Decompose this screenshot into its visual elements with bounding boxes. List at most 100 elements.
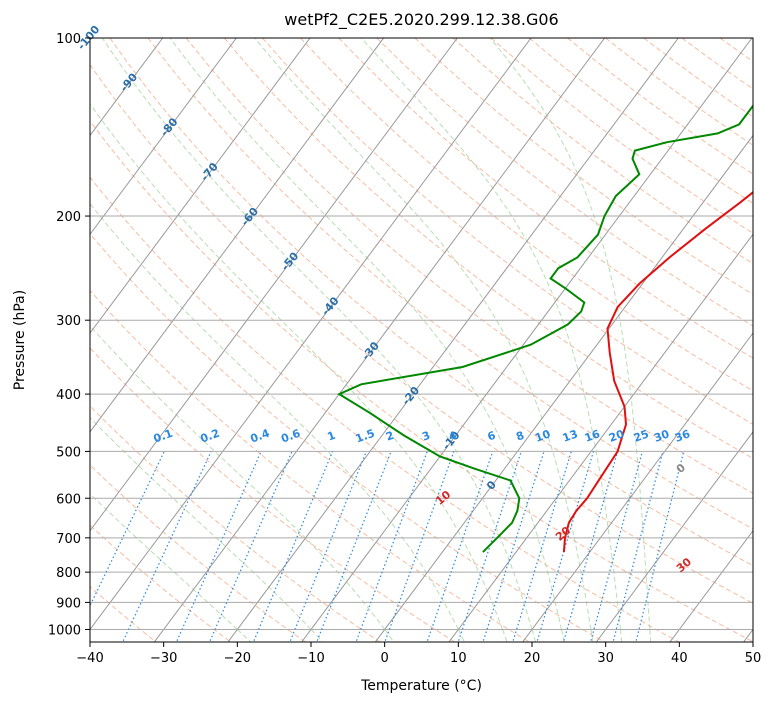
mixing-ratio-label: 10: [533, 427, 552, 445]
dry-adiabat: [90, 176, 680, 642]
mixing-ratio-line: [316, 451, 392, 642]
plot-frame: [89, 37, 754, 643]
moist-adiabat: [169, 38, 565, 642]
profile-lines: [337, 104, 753, 553]
x-tick-label: −30: [150, 651, 177, 666]
y-tick-label: 300: [56, 314, 81, 329]
isotherm-line: [90, 38, 458, 532]
mixing-ratio-label: 1.5: [354, 427, 377, 446]
mixing-ratio-line: [355, 451, 428, 642]
mixing-ratio-label: 16: [583, 427, 602, 445]
isotherm-label: -20: [400, 384, 423, 408]
isopleth-labels: -100-90-80-70-60-50-40-30-20-1000.1 0.2 0.…: [75, 23, 695, 575]
dry-adiabat: [605, 38, 753, 146]
y-tick-label: 900: [56, 596, 81, 611]
mixing-ratio-line: [457, 451, 522, 642]
moist-adiabat: [360, 38, 623, 642]
isotherm-line: [301, 38, 753, 642]
y-tick-label: 600: [56, 492, 81, 507]
x-tick-label: 50: [745, 651, 762, 666]
x-axis-ticks: −40 −30 −20 −10 0 10 20 30 40 50: [76, 642, 761, 666]
dry-adiabat: [90, 64, 753, 604]
x-tick-label: 30: [597, 651, 614, 666]
mixing-ratio-line: [122, 451, 212, 642]
dry-adiabat: [147, 38, 753, 530]
isotherm-label: -70: [198, 160, 221, 184]
dry-adiabat-label: 20: [553, 524, 573, 544]
dry-adiabat: [529, 38, 753, 205]
isotherm-line: [595, 431, 753, 642]
mixing-ratio-line: [252, 451, 334, 642]
mixing-ratio-label: 0.4: [249, 427, 272, 446]
isotherm-line: [90, 38, 237, 236]
x-tick-label: −40: [76, 651, 103, 666]
dry-adiabat: [90, 405, 382, 642]
dry-adiabat: [90, 289, 531, 642]
moist-adiabat: [90, 325, 395, 642]
isotherm-line: [90, 38, 385, 433]
dry-adiabat: [300, 38, 753, 392]
y-tick-label: 400: [56, 388, 81, 403]
dry-adiabat: [109, 38, 753, 567]
moist-adiabat: [101, 38, 537, 642]
mixing-ratio-line: [426, 451, 494, 642]
dry-adiabat: [185, 38, 753, 494]
mixing-ratio-label: 30: [652, 427, 671, 445]
isotherm-line: [153, 38, 606, 642]
moist-adiabat: [489, 38, 652, 642]
mixing-ratio-line: [562, 451, 619, 642]
x-tick-label: 40: [671, 651, 688, 666]
isotherm-line: [90, 38, 311, 334]
background-lines: [0, 38, 753, 644]
moist-adiabat: [90, 416, 324, 642]
mixing-ratio-label: 20: [607, 427, 626, 445]
dry-adiabat: [338, 38, 753, 359]
isotherm-label: -30: [359, 339, 382, 363]
dry-adiabat: [223, 38, 753, 460]
mixing-ratio-label: 25: [632, 427, 651, 444]
y-tick-label: 200: [56, 210, 81, 225]
dry-adiabat: [0, 38, 84, 644]
mixing-ratio-label: 36: [673, 427, 692, 445]
dry-adiabat: [90, 120, 753, 642]
isotherm-line: [669, 529, 753, 642]
mixing-ratio-line: [589, 451, 643, 642]
isotherm-label: 0: [484, 478, 499, 492]
isotherm-line: [448, 233, 753, 642]
dry-adiabat: [90, 585, 157, 642]
mixing-ratio-label: 8: [514, 429, 526, 444]
dewpoint-line: [337, 104, 753, 553]
x-tick-label: −20: [224, 651, 251, 666]
mixing-ratio-line: [612, 451, 664, 642]
x-tick-label: 10: [450, 651, 467, 666]
mixing-ratio-label: 2: [384, 429, 396, 444]
mixing-ratio-line: [208, 451, 293, 642]
mixing-ratio-label: 0.1: [152, 427, 175, 446]
temperature-line: [562, 191, 753, 553]
chart-title: wetPf2_C2E5.2020.299.12.38.G06: [284, 10, 559, 29]
mixing-ratio-line: [175, 451, 262, 642]
x-tick-label: 0: [381, 651, 389, 666]
dry-adiabat: [90, 524, 232, 642]
dry-adiabat: [414, 38, 753, 296]
isotherm-line: [374, 134, 753, 642]
x-axis-label: Temperature (°C): [361, 678, 482, 694]
mixing-ratio-line: [512, 451, 572, 642]
y-axis-ticks: 100 200 300 400 500 600 700 800 900 1000: [48, 32, 90, 638]
moist-adiabat: [90, 493, 252, 642]
isotherm-line: [227, 38, 679, 642]
mixing-ratio-label: 4: [447, 429, 459, 444]
isotherm-label: -90: [118, 70, 141, 94]
mixing-ratio-line: [635, 451, 685, 642]
mixing-ratio-label: 1: [326, 429, 338, 444]
isotherm-line: [90, 38, 532, 631]
y-tick-label: 500: [56, 445, 81, 460]
moist-adiabat: [90, 103, 508, 642]
isotherm-line: [522, 332, 753, 642]
y-tick-label: 700: [56, 532, 81, 547]
mixing-ratio-label: 6: [486, 429, 498, 444]
isotherm-label: -60: [238, 205, 261, 229]
dry-adiabat: [0, 38, 9, 644]
dry-adiabat: [643, 38, 753, 118]
